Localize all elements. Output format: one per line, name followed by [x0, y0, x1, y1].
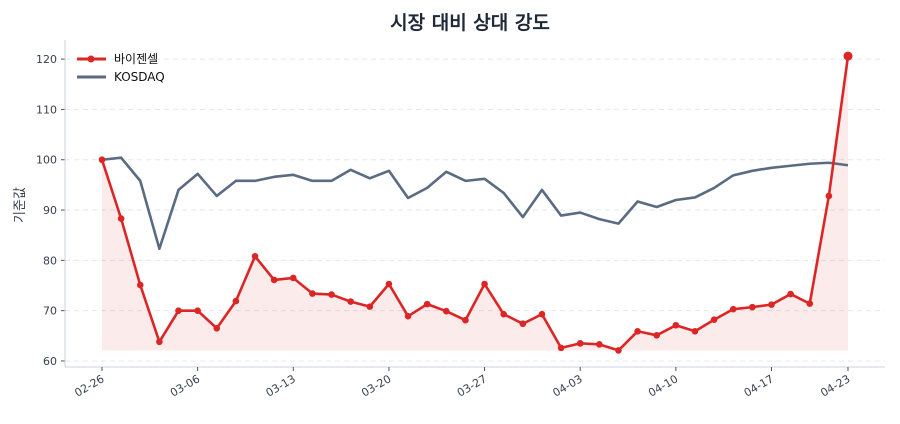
data-point	[500, 310, 507, 318]
data-point	[156, 338, 163, 346]
data-point	[117, 215, 125, 222]
data-point	[136, 281, 144, 289]
data-point	[653, 332, 661, 339]
data-point	[691, 327, 699, 335]
y-tick-label: 120	[36, 53, 57, 66]
data-point	[825, 192, 833, 200]
legend: 바이젠셀 KOSDAQ	[77, 52, 165, 84]
y-axis-label: 기준값	[13, 187, 28, 223]
data-point	[98, 156, 106, 164]
y-tick-label: 60	[43, 355, 57, 368]
data-point	[194, 307, 201, 314]
series-line-KOSDAQ	[101, 156, 849, 251]
x-tick-label: 03-06	[168, 372, 202, 399]
series-line-바이젠셀	[100, 55, 850, 352]
data-point	[289, 274, 297, 282]
data-point	[768, 301, 775, 308]
data-point	[481, 280, 488, 288]
data-point	[270, 276, 278, 284]
data-point	[385, 280, 393, 288]
data-point	[213, 324, 221, 332]
data-point	[366, 303, 374, 310]
data-point	[232, 297, 240, 305]
data-point	[615, 347, 622, 354]
data-point	[806, 300, 814, 307]
data-point	[557, 344, 565, 352]
data-point	[634, 327, 641, 335]
data-point	[538, 310, 546, 318]
y-tick-label: 70	[43, 305, 57, 318]
data-point	[328, 291, 335, 298]
chart-title: 시장 대비 상대 강도	[390, 12, 550, 34]
x-tick-label: 03-27	[455, 372, 489, 399]
data-point	[672, 321, 680, 329]
area-fills	[102, 56, 848, 351]
x-tick-label: 02-26	[72, 372, 106, 399]
data-point	[251, 253, 259, 260]
x-tick-label: 04-17	[742, 372, 776, 399]
area-fill-바이젠셀	[102, 56, 848, 351]
data-point	[596, 341, 603, 348]
y-tick-label: 110	[36, 103, 57, 116]
legend-marker-0	[87, 55, 95, 63]
legend-label-0: 바이젠셀	[114, 52, 158, 66]
series-lines	[98, 51, 853, 354]
data-point	[749, 303, 756, 311]
grid	[65, 58, 885, 362]
data-point	[175, 307, 182, 314]
data-point	[462, 316, 469, 324]
data-point	[843, 51, 853, 61]
data-point	[443, 307, 450, 315]
x-tick-label: 04-03	[551, 372, 585, 399]
y-tick-label: 80	[43, 254, 57, 267]
y-tick-label: 90	[43, 204, 57, 217]
x-tick-label: 04-23	[818, 372, 852, 399]
data-point	[729, 305, 737, 313]
x-tick-label: 04-10	[646, 372, 680, 399]
data-point	[404, 312, 412, 320]
data-point	[347, 298, 354, 305]
legend-label-1: KOSDAQ	[114, 70, 165, 84]
y-tick-label: 100	[36, 154, 57, 167]
data-point	[519, 320, 527, 328]
x-tick-label: 03-13	[264, 372, 298, 399]
data-point	[787, 290, 794, 298]
data-point	[423, 300, 431, 308]
data-point	[710, 316, 718, 324]
data-point	[576, 340, 584, 347]
x-tick-label: 03-20	[359, 372, 393, 399]
data-point	[309, 290, 316, 297]
